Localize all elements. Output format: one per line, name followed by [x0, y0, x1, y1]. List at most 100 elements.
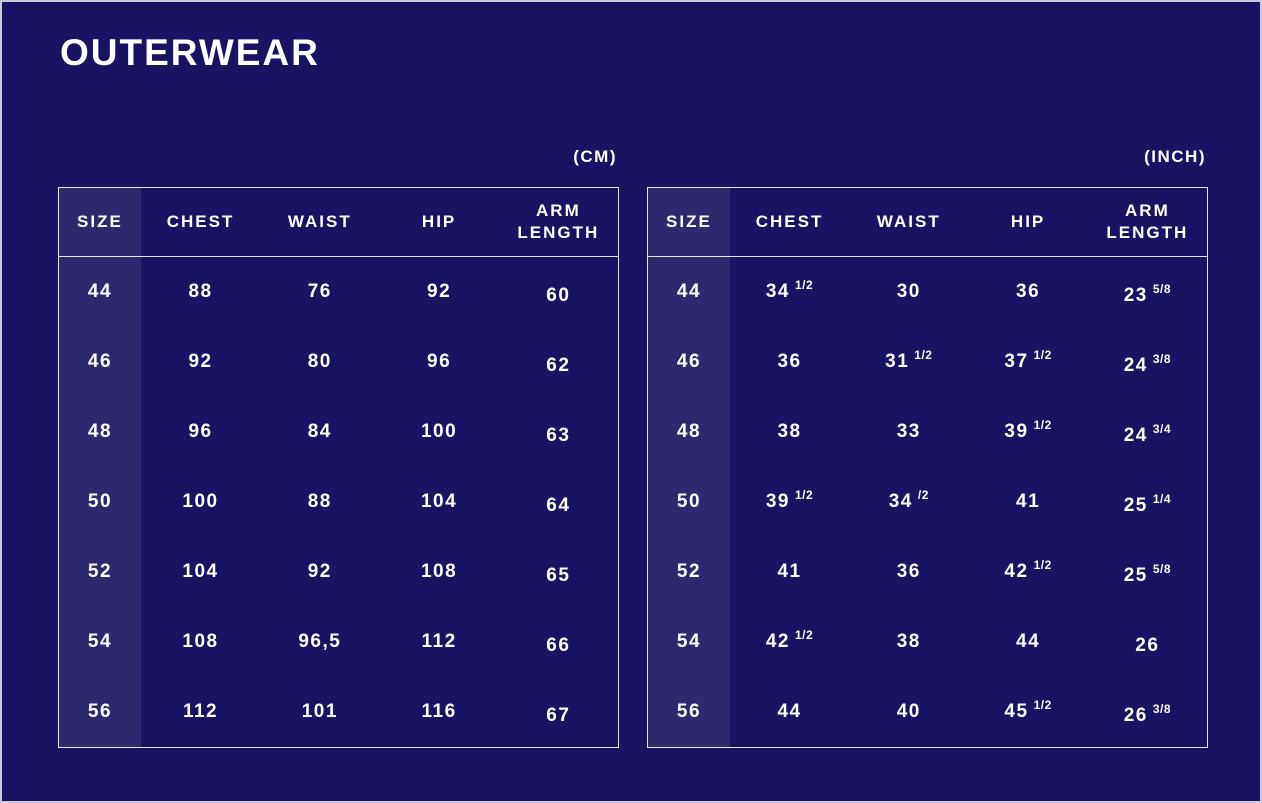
size-cell: 52 — [648, 537, 730, 607]
measurement-cell: 23 5/8 — [1123, 282, 1172, 306]
measurement-cell: 104 — [420, 491, 458, 512]
measurement-cell: 26 3/8 — [1123, 702, 1172, 726]
measurement-cell: 108 — [182, 631, 219, 652]
measurement-cell: 76 — [307, 281, 332, 302]
column-header-hip: HIP — [421, 211, 457, 231]
measurement-cell: 24 3/4 — [1123, 422, 1172, 446]
measurement-cell: 26 — [1135, 635, 1160, 656]
size-cell: 46 — [59, 327, 141, 397]
measurement-cell: 84 — [307, 421, 332, 442]
table-body: 44 88 76 92 60 46 92 80 96 62 48 96 84 100 63 50 100 88 10… — [59, 257, 618, 747]
measurement-cell: 36 — [896, 561, 921, 582]
measurement-cell: 42 1/2 — [765, 628, 814, 652]
measurement-cell: 41 — [1016, 491, 1041, 512]
measurement-cell: 62 — [546, 355, 571, 376]
measurement-cell: 40 — [896, 701, 921, 722]
table-row: 52 41 36 42 1/2 25 5/8 — [648, 537, 1207, 607]
measurement-cell: 44 — [1016, 631, 1041, 652]
measurement-cell: 64 — [546, 495, 571, 516]
measurement-cell: 101 — [301, 701, 338, 722]
measurement-cell: 42 1/2 — [1004, 558, 1052, 582]
size-cell: 46 — [648, 327, 730, 397]
measurement-cell: 92 — [188, 351, 213, 372]
measurement-cell: 66 — [546, 635, 571, 656]
measurement-cell: 96 — [188, 421, 213, 442]
measurement-cell: 36 — [1016, 281, 1041, 302]
column-header-size: SIZE — [648, 188, 730, 256]
table-header-row: SIZE CHEST WAIST HIP ARM LENGTH — [648, 188, 1207, 257]
column-header-chest: CHEST — [755, 211, 824, 231]
table-row: 50 100 88 104 64 — [59, 467, 618, 537]
table-row: 54 108 96,5 112 66 — [59, 607, 618, 677]
measurement-cell: 37 1/2 — [1004, 348, 1052, 372]
measurement-cell: 36 — [777, 351, 802, 372]
table-row: 50 39 1/2 34/2 41 25 1/4 — [648, 467, 1207, 537]
table-row: 56 44 40 45 1/2 26 3/8 — [648, 677, 1207, 747]
size-cell: 48 — [648, 397, 730, 467]
size-cell: 52 — [59, 537, 141, 607]
size-cell: 54 — [59, 607, 141, 677]
measurement-cell: 24 3/8 — [1123, 352, 1172, 376]
table-row: 46 92 80 96 62 — [59, 327, 618, 397]
measurement-cell: 96,5 — [298, 631, 342, 652]
size-cell: 56 — [648, 677, 730, 747]
table-row: 44 88 76 92 60 — [59, 257, 618, 327]
table-body: 44 34 1/2 30 36 23 5/8 46 36 31 1/2 37 1/2 24 3/8 48 38 3… — [648, 257, 1207, 747]
table-row: 44 34 1/2 30 36 23 5/8 — [648, 257, 1207, 327]
measurement-cell: 34 1/2 — [765, 278, 814, 302]
size-cell: 44 — [648, 257, 730, 327]
measurement-cell: 30 — [896, 281, 921, 302]
measurement-cell: 96 — [427, 351, 452, 372]
measurement-cell: 39 1/2 — [765, 488, 814, 512]
table-row: 46 36 31 1/2 37 1/2 24 3/8 — [648, 327, 1207, 397]
measurement-cell: 116 — [421, 701, 457, 722]
measurement-cell: 112 — [421, 631, 457, 652]
size-cell: 48 — [59, 397, 141, 467]
size-cell: 50 — [59, 467, 141, 537]
size-table-inch: SIZE CHEST WAIST HIP ARM LENGTH 44 34 1/2 3… — [647, 187, 1208, 748]
measurement-cell: 100 — [420, 421, 458, 442]
table-row: 56 112 101 116 67 — [59, 677, 618, 747]
measurement-cell: 100 — [182, 491, 219, 512]
size-table-inch-section: (INCH) SIZE CHEST WAIST HIP ARM LENGTH 4… — [647, 147, 1208, 748]
measurement-cell: 38 — [777, 421, 802, 442]
column-header-arm-length: ARM LENGTH — [517, 200, 600, 242]
measurement-cell: 63 — [546, 425, 571, 446]
measurement-cell: 65 — [546, 565, 571, 586]
column-header-size: SIZE — [59, 188, 141, 256]
measurement-cell: 104 — [182, 561, 219, 582]
column-header-arm-length: ARM LENGTH — [1106, 200, 1189, 242]
size-cell: 50 — [648, 467, 730, 537]
size-table-cm-section: (CM) SIZE CHEST WAIST HIP ARM LENGTH 44 8… — [58, 147, 619, 748]
size-table-cm: SIZE CHEST WAIST HIP ARM LENGTH 44 88 76 92… — [58, 187, 619, 748]
measurement-cell: 39 1/2 — [1004, 418, 1052, 442]
page-title: OUTERWEAR — [60, 32, 320, 73]
size-cell: 54 — [648, 607, 730, 677]
column-header-waist: WAIST — [287, 211, 352, 231]
measurement-cell: 34/2 — [888, 488, 929, 512]
table-row: 54 42 1/2 38 44 26 — [648, 607, 1207, 677]
measurement-cell: 88 — [188, 281, 213, 302]
size-cell: 56 — [59, 677, 141, 747]
measurement-cell: 112 — [182, 701, 219, 722]
table-header-row: SIZE CHEST WAIST HIP ARM LENGTH — [59, 188, 618, 257]
size-cell: 44 — [59, 257, 141, 327]
table-row: 52 104 92 108 65 — [59, 537, 618, 607]
column-header-waist: WAIST — [876, 211, 941, 231]
measurement-cell: 25 1/4 — [1123, 492, 1172, 516]
measurement-cell: 44 — [777, 701, 802, 722]
measurement-cell: 92 — [307, 561, 332, 582]
unit-label-cm: (CM) — [573, 147, 617, 166]
measurement-cell: 67 — [546, 705, 571, 726]
measurement-cell: 33 — [896, 421, 921, 442]
measurement-cell: 108 — [420, 561, 458, 582]
column-header-hip: HIP — [1010, 211, 1046, 231]
measurement-cell: 31 1/2 — [885, 348, 933, 372]
measurement-cell: 80 — [307, 351, 332, 372]
measurement-cell: 45 1/2 — [1004, 698, 1052, 722]
measurement-cell: 92 — [427, 281, 452, 302]
measurement-cell: 60 — [546, 285, 571, 306]
column-header-chest: CHEST — [166, 211, 235, 231]
unit-label-inch: (INCH) — [1144, 147, 1206, 166]
